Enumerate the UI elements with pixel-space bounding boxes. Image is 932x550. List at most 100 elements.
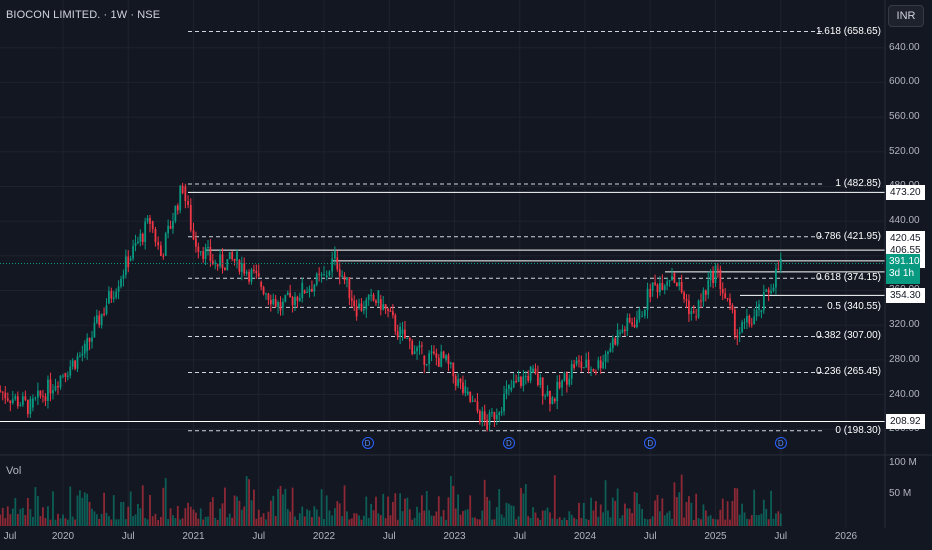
candle-body [692, 311, 695, 313]
volume-bar [750, 515, 753, 526]
volume-bar [663, 515, 666, 526]
candle-body [181, 185, 184, 194]
candle-body [199, 251, 202, 253]
candle-body [394, 315, 397, 332]
volume-bar [95, 514, 98, 526]
candle-body [1, 391, 4, 393]
candle-body [26, 399, 29, 415]
candle-body [641, 315, 643, 317]
candle-body [435, 353, 438, 358]
price-level-marker[interactable]: 420.45 [886, 230, 925, 246]
time-axis-label: 2020 [51, 531, 75, 542]
candle-body [154, 229, 157, 243]
horizontal-lines [0, 191, 885, 422]
dividend-marker[interactable]: D [774, 437, 787, 449]
volume-bar [678, 492, 681, 526]
volume-bar [323, 519, 325, 526]
candle-body [724, 293, 727, 299]
volume-bar [387, 496, 389, 526]
candle-body [738, 332, 741, 334]
volume-bar [71, 516, 74, 526]
candle-body [289, 292, 292, 297]
candle-body [167, 226, 170, 234]
volume-bar [144, 518, 147, 526]
volume-bar [423, 510, 426, 526]
candle-body [779, 258, 782, 270]
volume-bar [195, 512, 197, 526]
volume-bar [585, 518, 588, 526]
candle-body [609, 348, 612, 352]
volume-bar [328, 510, 331, 526]
candle-body [573, 364, 576, 368]
candle-body [712, 270, 714, 283]
candle-body [343, 275, 346, 281]
volume-bar [6, 506, 9, 526]
price-level-marker[interactable]: 208.92 [886, 413, 925, 429]
symbol-title[interactable]: BIOCON LIMITED. · 1W · NSE [6, 9, 161, 21]
candle-body [134, 243, 137, 246]
volume-bar [199, 508, 202, 526]
candle-body [685, 299, 688, 301]
candle-body [594, 371, 597, 374]
volume-bar [748, 519, 751, 526]
volume-bar [413, 517, 416, 526]
volume-bar [274, 516, 277, 526]
volume-bar [255, 518, 258, 526]
candle-body [44, 396, 47, 401]
volume-bar [685, 502, 688, 526]
candle-body [416, 347, 418, 352]
volume-bar [209, 502, 212, 526]
candle-body [561, 380, 563, 388]
volume-bar [527, 516, 530, 526]
candle-body [231, 252, 234, 259]
candle-body [551, 397, 554, 404]
volume-bar [411, 519, 414, 526]
volume-bar [549, 512, 551, 526]
volume-bar [753, 489, 756, 526]
volume-bar [325, 495, 328, 526]
candle-body [370, 294, 373, 296]
volume-bar [358, 515, 360, 526]
candle-body [226, 259, 229, 271]
volume-bar [396, 519, 399, 526]
candle-body [454, 375, 457, 386]
candle-body [671, 276, 673, 281]
candle-body [651, 282, 654, 291]
dividend-marker[interactable]: D [361, 437, 374, 449]
volume-bar [365, 496, 368, 526]
volume-bar [544, 510, 547, 526]
volume-bar [127, 506, 130, 526]
candle-body [663, 285, 666, 291]
volume-bar [775, 513, 777, 526]
price-axis-label: 600.00 [889, 76, 920, 88]
volume-bar [626, 508, 629, 526]
volume-bar [702, 504, 705, 526]
candle-body [338, 269, 341, 277]
volume-bar [24, 514, 27, 526]
volume-bar [594, 501, 597, 526]
currency-button[interactable]: INR [888, 5, 924, 27]
dividend-marker[interactable]: D [502, 437, 515, 449]
price-level-marker[interactable]: 354.30 [886, 287, 925, 303]
volume-bar [726, 501, 729, 526]
candle-body [189, 204, 192, 231]
candle-body [325, 275, 328, 278]
volume-bar [666, 512, 669, 526]
price-level-marker[interactable]: 473.20 [886, 184, 925, 200]
volume-bar [341, 516, 344, 526]
volume-bar [367, 517, 370, 526]
volume-bar [204, 516, 207, 526]
time-axis-label: 2025 [704, 531, 727, 542]
candle-body [105, 305, 108, 314]
candle-body [42, 395, 44, 397]
candle-body [659, 282, 661, 293]
volume-bar [500, 514, 503, 526]
dividend-marker[interactable]: D [644, 437, 657, 449]
candle-body [353, 300, 356, 307]
candle-body [643, 309, 646, 316]
candle-body [469, 391, 472, 402]
volume-bar [289, 511, 292, 526]
volume-bar [224, 487, 226, 526]
candle-body [137, 241, 139, 244]
